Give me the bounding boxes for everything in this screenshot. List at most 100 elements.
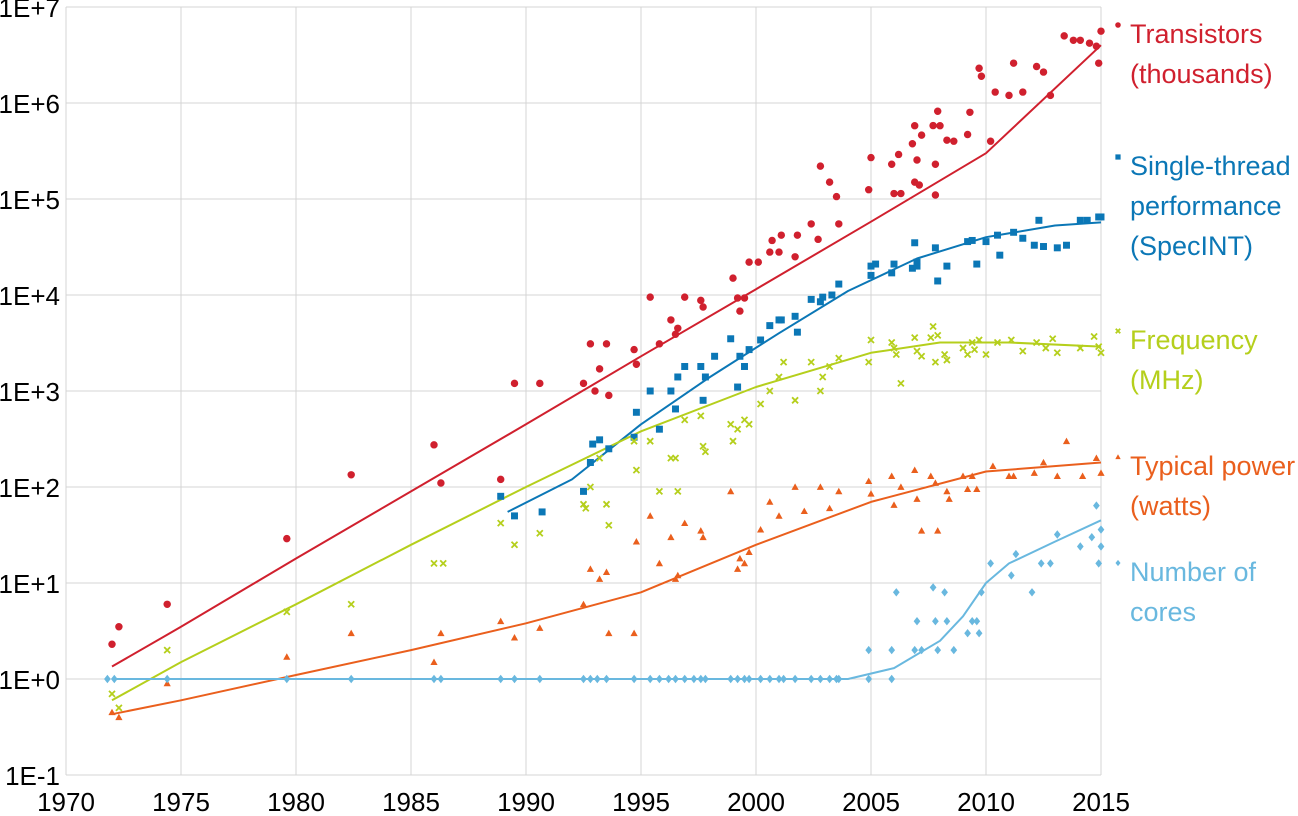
data-point: [740, 294, 749, 302]
data-point: [1010, 228, 1018, 236]
data-point: [736, 307, 744, 315]
legend-item-transistors-thousands: Transistors (thousands): [1115, 19, 1273, 89]
data-point: [1032, 338, 1041, 347]
data-point: [736, 554, 744, 562]
trendline-frequency-mhz: [111, 341, 1102, 702]
data-point: [1053, 349, 1061, 357]
data-point: [970, 345, 979, 354]
data-point: [697, 674, 705, 684]
series-typical-power-watts: [108, 437, 1105, 721]
data-point: [115, 713, 123, 721]
data-point: [775, 248, 783, 256]
data-point: [1012, 549, 1020, 559]
data-point: [766, 674, 774, 684]
data-point: [108, 690, 116, 698]
data-point: [655, 487, 664, 496]
data-point: [605, 445, 613, 453]
data-point: [1053, 244, 1061, 252]
data-point: [1069, 36, 1078, 45]
data-point: [586, 565, 594, 572]
data-point: [975, 336, 983, 344]
data-point: [807, 358, 815, 366]
data-point: [918, 527, 926, 534]
legend-label: Frequency: [1130, 325, 1258, 355]
data-point: [681, 674, 689, 684]
data-point: [766, 248, 774, 256]
data-point: [1049, 335, 1057, 343]
legend-marker: [1115, 454, 1121, 460]
x-tick-label: 1975: [152, 787, 210, 816]
data-point: [888, 338, 896, 347]
legend-label: performance: [1130, 191, 1282, 221]
data-point: [835, 280, 843, 288]
data-point: [497, 617, 505, 625]
data-point: [430, 658, 438, 665]
data-point: [681, 519, 689, 527]
data-point: [602, 340, 611, 348]
data-point: [793, 328, 801, 336]
data-point: [603, 674, 610, 684]
data-point: [754, 258, 763, 266]
data-point: [630, 437, 638, 445]
x-tick-label: 2000: [727, 787, 785, 816]
data-point: [936, 121, 944, 130]
data-point: [932, 617, 939, 626]
data-point: [729, 437, 737, 445]
data-point: [1030, 469, 1038, 476]
data-point: [890, 189, 898, 198]
data-point: [605, 629, 613, 637]
data-point: [964, 238, 972, 246]
data-point: [734, 565, 742, 572]
data-point: [697, 296, 705, 305]
data-point: [437, 674, 445, 684]
trendline-typical-power-watts: [111, 461, 1102, 716]
data-point: [915, 181, 924, 189]
data-point: [697, 412, 705, 420]
data-point: [596, 436, 604, 444]
data-point: [888, 472, 896, 479]
x-axis-tick-labels: 1970 1975 1980 1985 1990 1995 2000 2005 2010 2015: [37, 787, 1130, 816]
data-point: [646, 437, 654, 445]
legend-label: Single-thread: [1130, 151, 1291, 181]
data-point: [1053, 472, 1061, 479]
data-point: [963, 350, 972, 359]
data-point: [733, 425, 742, 433]
data-point: [681, 363, 689, 370]
data-point: [602, 568, 611, 575]
data-point: [989, 462, 997, 470]
data-point: [602, 500, 611, 508]
data-point: [793, 231, 802, 239]
data-point: [1076, 344, 1084, 352]
data-point: [701, 448, 710, 456]
data-point: [667, 387, 675, 395]
data-point: [104, 674, 111, 684]
data-point: [586, 459, 594, 466]
data-point: [667, 316, 675, 324]
data-point: [908, 140, 917, 148]
data-point: [975, 64, 983, 72]
data-point: [908, 264, 916, 272]
data-point: [994, 231, 1001, 239]
data-point: [283, 534, 291, 543]
data-point: [655, 559, 663, 567]
data-point: [699, 303, 707, 311]
data-point: [766, 498, 774, 505]
data-point: [865, 477, 873, 485]
data-point: [819, 293, 827, 301]
series-number-of-cores: [104, 501, 1105, 684]
y-tick-label: 1E+1: [0, 569, 60, 599]
data-point: [973, 260, 981, 268]
data-point: [768, 236, 776, 245]
data-point: [587, 674, 594, 684]
data-point: [1030, 241, 1038, 249]
data-point: [791, 483, 799, 490]
data-point: [115, 704, 123, 712]
data-point: [779, 358, 788, 366]
data-point: [978, 588, 985, 597]
data-point: [835, 674, 843, 684]
data-point: [943, 136, 951, 144]
data-point: [1095, 559, 1103, 568]
data-point: [929, 322, 937, 331]
data-point: [596, 575, 604, 582]
data-point: [347, 629, 355, 637]
